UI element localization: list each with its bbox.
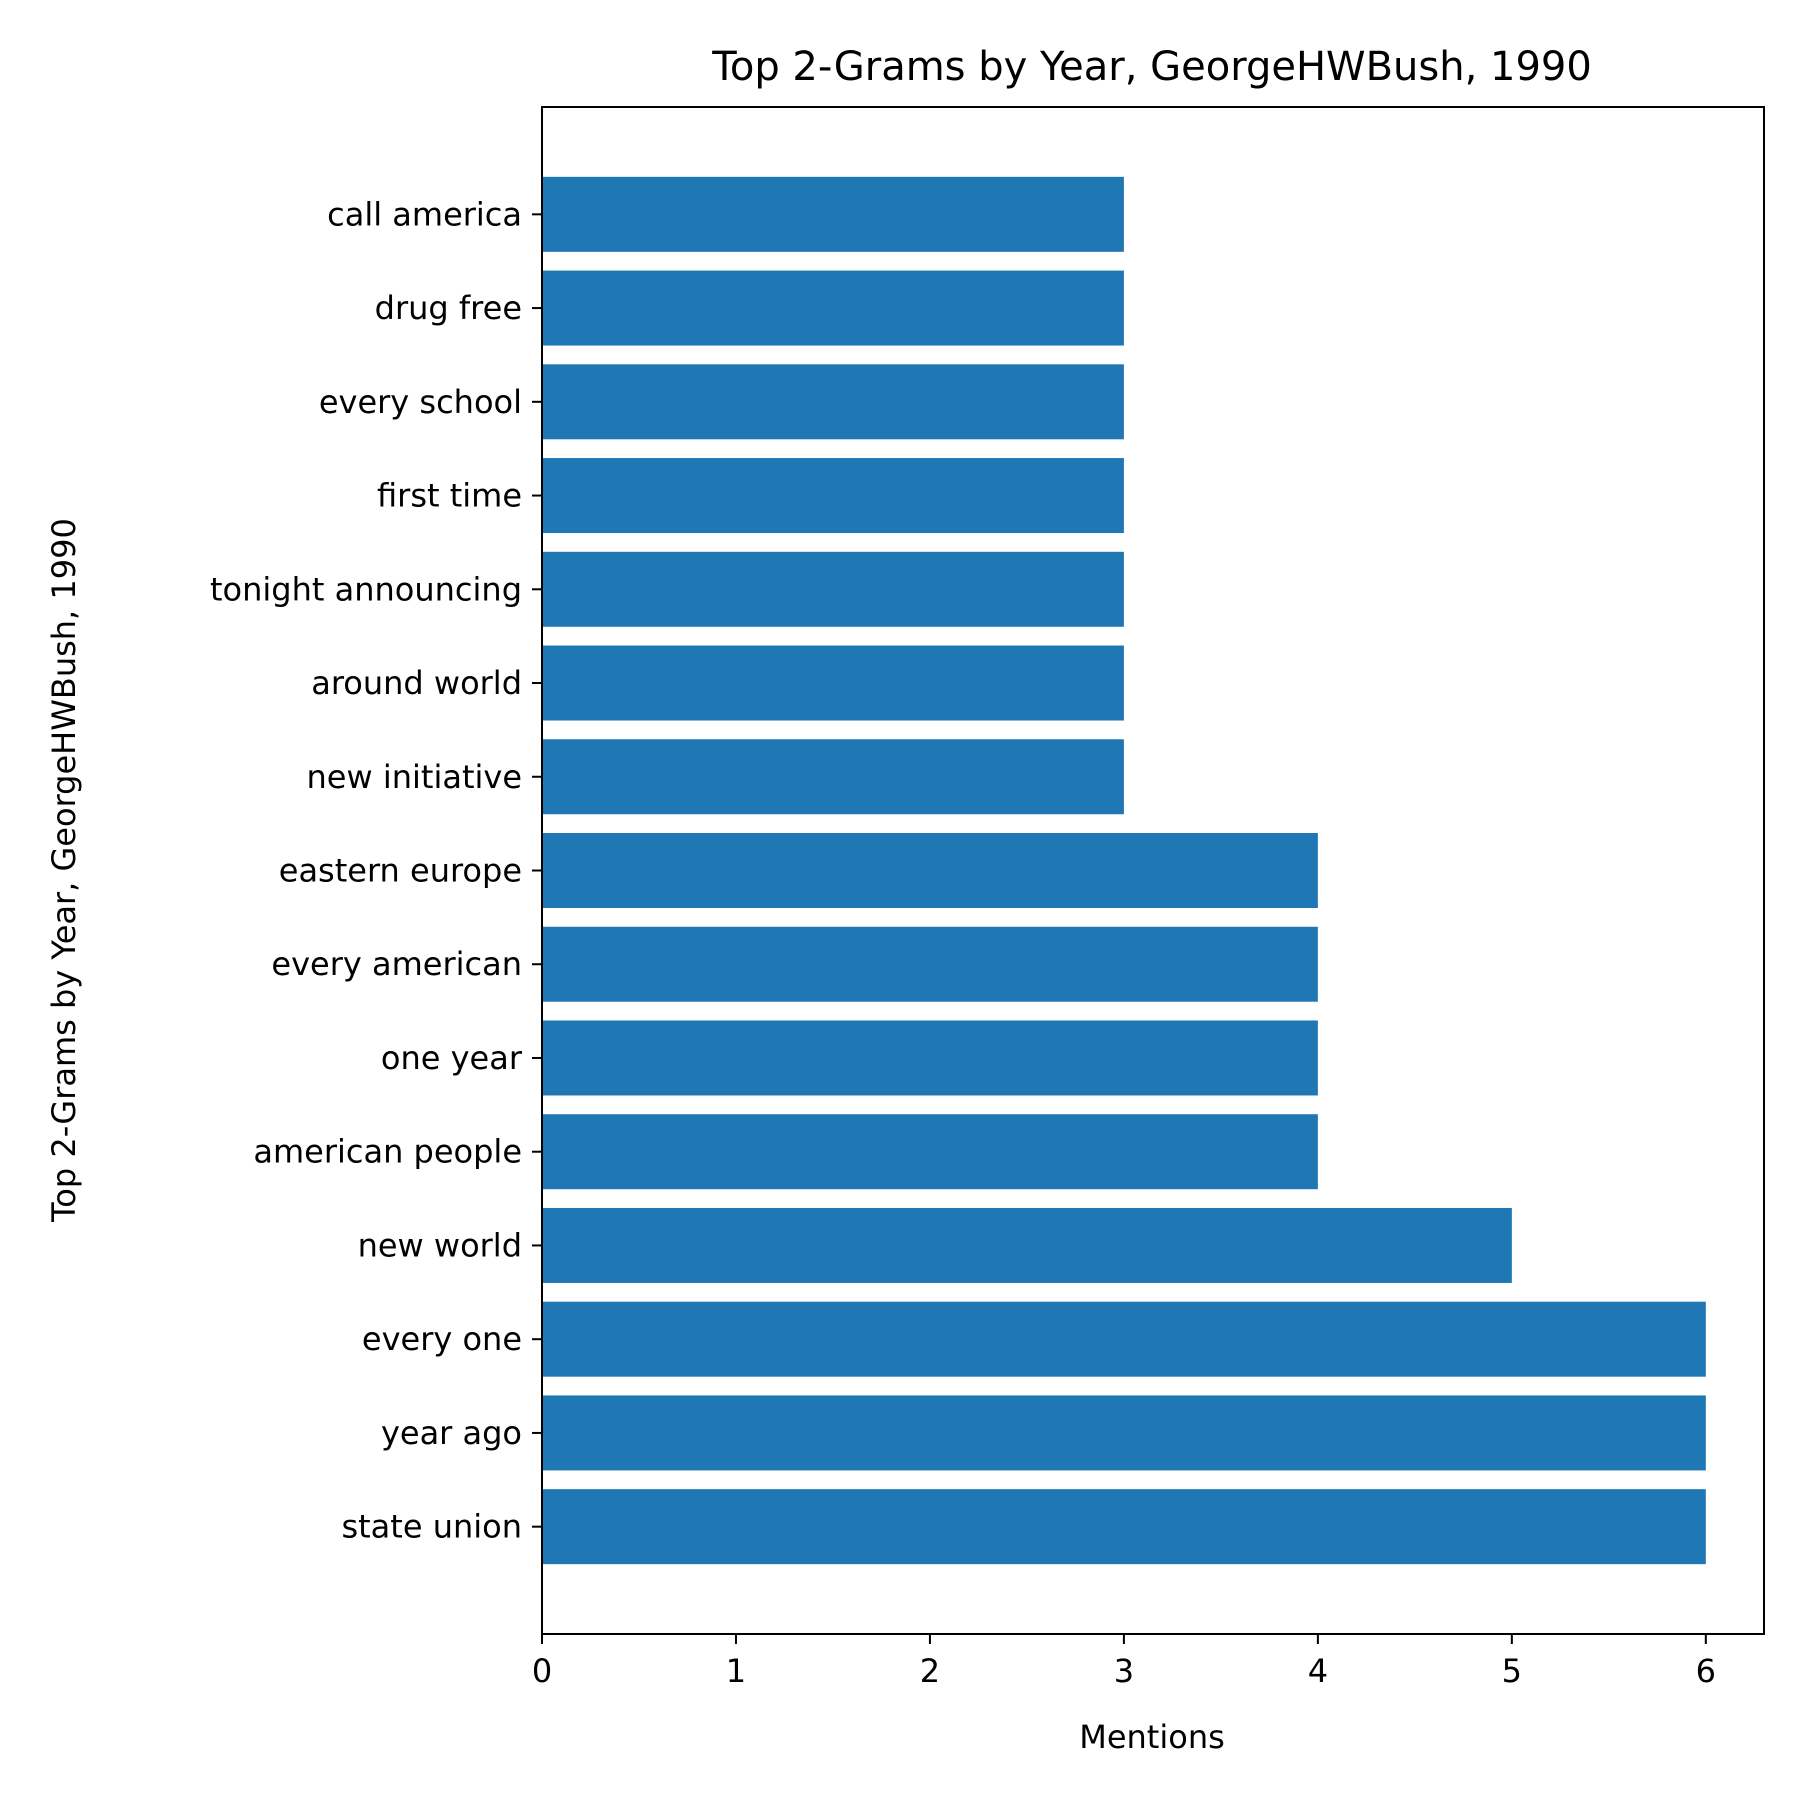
bar-eastern-europe [542,833,1318,908]
bar-around-world [542,645,1124,721]
y-tick-label: tonight announcing [210,570,522,608]
y-tick-label: drug free [375,289,522,327]
x-axis-ticks: 0 1 2 3 4 5 6 [532,1634,1716,1690]
bar-every-school [542,364,1124,440]
x-axis-label: Mentions [1079,1718,1225,1756]
x-tick-label: 1 [726,1652,746,1690]
bar-call-america [542,176,1124,252]
bar-year-ago [542,1395,1706,1471]
plot-frame [541,106,1765,1635]
y-tick-label: every american [271,945,522,983]
x-tick-label: 4 [1308,1652,1328,1690]
bars-group [542,176,1706,1565]
y-tick-label: every school [319,383,522,421]
y-tick-label: call america [327,195,522,233]
bar-first-time [542,458,1124,534]
bar-tonight-announcing [542,551,1124,627]
chart-title: Top 2-Grams by Year, GeorgeHWBush, 1990 [711,44,1592,90]
bar-every-one [542,1301,1706,1377]
bar-every-american [542,926,1318,1002]
y-tick-label: every one [362,1320,522,1358]
y-tick-label: new world [358,1226,522,1264]
y-tick-label: around world [311,664,522,702]
y-axis-ticks: state union year ago every one new world ame… [210,195,542,1546]
bar-new-world [542,1207,1512,1283]
x-tick-label: 6 [1696,1652,1716,1690]
y-tick-label: one year [381,1039,523,1077]
y-tick-label: new initiative [307,758,522,796]
y-tick-label: state union [341,1508,522,1546]
y-tick-label: year ago [381,1414,522,1452]
y-tick-label: american people [253,1133,522,1171]
x-tick-label: 3 [1114,1652,1134,1690]
y-axis-label: Top 2-Grams by Year, GeorgeHWBush, 1990 [45,518,83,1223]
y-tick-label: eastern europe [279,852,522,890]
x-tick-label: 2 [920,1652,940,1690]
x-tick-label: 5 [1502,1652,1522,1690]
bar-new-initiative [542,739,1124,815]
bar-one-year [542,1020,1318,1096]
bar-american-people [542,1114,1318,1190]
x-tick-label: 0 [532,1652,552,1690]
y-tick-label: first time [377,477,522,515]
bar-drug-free [542,270,1124,346]
bar-state-union [542,1489,1706,1565]
